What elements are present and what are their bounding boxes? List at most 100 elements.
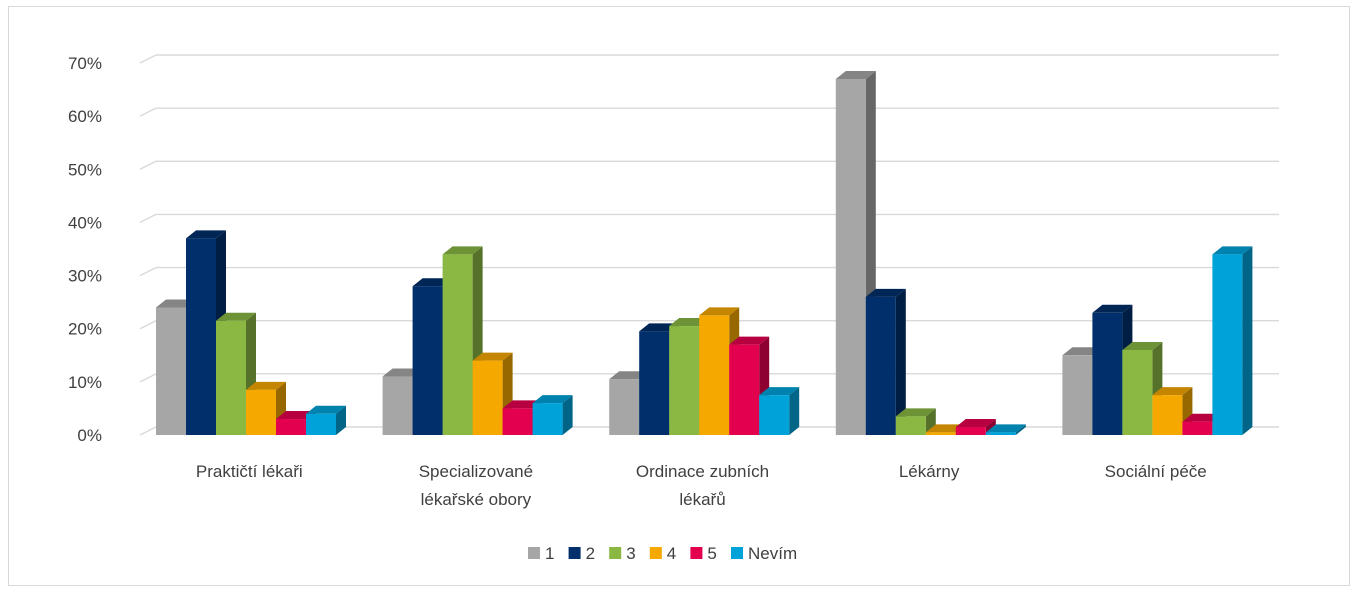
bar [306, 405, 346, 435]
bar-front [835, 78, 866, 435]
legend-swatch [649, 547, 662, 559]
bar-side [895, 288, 906, 435]
bar-front [639, 331, 670, 435]
x-category-label: Praktičtí lékaři [196, 462, 303, 481]
bar-front [412, 286, 443, 435]
x-axis-categories: Praktičtí lékaři Specializované lékařské o… [196, 462, 1207, 509]
legend-swatch [609, 547, 622, 559]
bar [186, 230, 226, 435]
bar-front [472, 360, 503, 435]
bar [532, 395, 573, 435]
legend-item[interactable]: 4 [649, 544, 676, 563]
bar-top [729, 336, 770, 345]
bar-front [1152, 395, 1183, 435]
bar-front [699, 315, 730, 435]
bar-top [985, 424, 1026, 433]
bar-top [1122, 341, 1163, 350]
gridline-depth [139, 213, 157, 224]
bar [1212, 246, 1253, 435]
bar-front [216, 320, 246, 435]
legend-item[interactable]: Nevím [731, 544, 797, 563]
gridline-depth [139, 107, 157, 117]
x-category-label: Lékárny [899, 462, 960, 481]
bar-top [835, 70, 876, 79]
bar [759, 387, 800, 435]
x-category-label: Ordinace zubních lékařů [636, 462, 769, 509]
legend[interactable]: 1 2 3 4 5 Nevím [528, 544, 797, 563]
bar-front [985, 432, 1016, 435]
legend-label: 1 [545, 544, 554, 563]
bar-side [789, 387, 800, 435]
bar-front [1122, 349, 1153, 435]
gridline-depth [139, 266, 157, 277]
bar-side [562, 395, 573, 435]
legend-label: 4 [667, 544, 676, 563]
bar-top [895, 408, 936, 417]
legend-label: 3 [626, 544, 635, 563]
bar-top [1092, 304, 1133, 313]
legend-label: Nevím [748, 544, 797, 563]
bar-front [729, 344, 760, 435]
legend-swatch [690, 547, 703, 559]
bars [156, 70, 1253, 435]
y-tick-label: 40% [68, 213, 102, 232]
legend-swatch [568, 547, 581, 559]
bar-front [955, 427, 986, 435]
bar-top [699, 307, 740, 316]
bar-side [1015, 424, 1026, 435]
legend-item[interactable]: 1 [528, 544, 554, 563]
y-tick-label: 70% [68, 54, 102, 73]
legend-item[interactable]: 3 [609, 544, 636, 563]
x-category-label: Specializované lékařské obory [419, 462, 533, 509]
x-category-label: Sociální péče [1105, 462, 1207, 481]
bar-front [156, 307, 186, 435]
y-tick-label: 30% [68, 267, 102, 286]
y-axis-ticks: 0% 10% 20% 30% 40% 50% 60% 70% [68, 54, 102, 445]
bar [1122, 341, 1163, 435]
bar-front [502, 408, 533, 435]
legend-item[interactable]: 5 [690, 544, 717, 563]
bar-top [472, 352, 513, 361]
chart-frame: 0% 10% 20% 30% 40% 50% 60% 70% Praktičtí lékaři… [8, 6, 1350, 586]
gridline-depth [139, 160, 157, 170]
y-tick-label: 10% [68, 373, 102, 392]
bar-front [306, 413, 336, 435]
bar [865, 288, 906, 435]
bar-front [669, 326, 700, 435]
bar-front [186, 238, 216, 435]
bar-front [276, 419, 306, 435]
bar-front [246, 389, 276, 435]
bar [472, 352, 513, 435]
gridline-depth [139, 54, 157, 64]
bar-front [532, 403, 563, 435]
gridline-depth [139, 426, 157, 436]
legend-item[interactable]: 2 [568, 544, 595, 563]
bar-front [1062, 355, 1093, 435]
bar-top [246, 381, 286, 390]
bar-top [759, 387, 800, 396]
bar-front [1212, 254, 1243, 435]
bar-front [609, 379, 640, 435]
bar-top [1152, 387, 1193, 396]
bar-chart: 0% 10% 20% 30% 40% 50% 60% 70% Praktičtí lékaři… [68, 54, 1279, 563]
bar-top [865, 288, 906, 297]
gridline-depth [139, 373, 157, 383]
bar-top [216, 312, 256, 321]
legend-label: 5 [707, 544, 716, 563]
bar-side [336, 405, 346, 435]
bar-front [895, 416, 926, 435]
y-tick-label: 60% [68, 107, 102, 126]
bar-front [925, 432, 956, 435]
gridline-depth [139, 320, 157, 330]
bar-top [955, 419, 996, 428]
bar-front [1092, 312, 1123, 435]
y-tick-label: 0% [77, 426, 102, 445]
legend-label: 2 [586, 544, 595, 563]
y-tick-label: 20% [68, 320, 102, 339]
bar-front [442, 254, 473, 435]
legend-swatch [528, 547, 540, 559]
bar-top [186, 230, 226, 239]
bar-top [532, 395, 573, 404]
bar-side [1242, 246, 1253, 435]
bar-top [306, 405, 346, 414]
